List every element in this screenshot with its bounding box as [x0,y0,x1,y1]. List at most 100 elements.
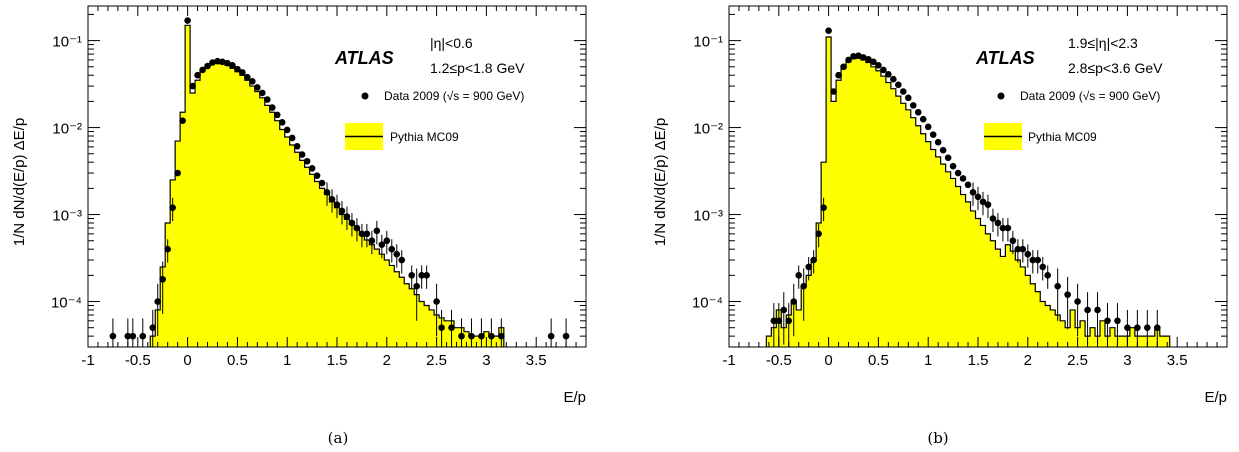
data-point [393,250,401,258]
mc-bin [885,82,892,348]
x-tick-label: -0.5 [125,352,151,369]
data-point [174,169,181,177]
data-point [1044,272,1052,279]
data-point [308,165,316,172]
plot-area: -1 -0.5 0 0.5 1 1.5 2 2.5 3 3.5 10⁻⁴ 10⁻³ 10⁻² 10⁻¹ [51,5,587,369]
data-point [169,204,176,211]
data-point [1094,306,1101,314]
data-point [278,119,286,126]
mc-bin [865,62,872,348]
mc-bin [920,133,927,347]
data-point [388,245,396,253]
data-point [343,213,351,220]
x-tick-label: -1 [81,352,94,369]
data-point [780,306,788,314]
data-point [1114,317,1121,325]
y-tick-label: 10⁻³ [693,208,723,225]
data-point [1153,324,1161,332]
mc-bin [831,101,837,347]
data-point [984,201,992,208]
data-point [1019,245,1027,253]
x-tick-label: -0.5 [766,352,792,369]
mc-bin [274,120,281,347]
data-point [189,82,196,90]
mc-bin [955,186,961,347]
mc-bin [1129,327,1136,347]
mc-bin [950,178,956,347]
mc-bin [239,75,246,347]
data-point [924,123,932,131]
data-point [273,111,281,119]
mc-bin [219,63,226,348]
mc-bin [851,58,857,347]
data-point [820,204,827,211]
mc-bin [1050,309,1056,347]
y-tick-label: 10⁻⁴ [51,295,82,312]
mc-bin [1035,291,1041,347]
y-tick-label: 10⁻² [52,121,82,138]
x-tick-label: 2 [383,352,391,369]
mc-bin [806,275,812,347]
data-point [423,272,430,279]
mc-bin [379,254,385,347]
mc-bin [960,194,966,347]
x-tick-label: 0.5 [227,352,248,369]
data-point [418,272,425,279]
data-point [1014,245,1022,253]
selection-eta: |η|<0.6 [430,35,473,51]
data-point [179,117,186,124]
mc-bin [284,136,290,347]
selection-eta: 1.9≤|η|<2.3 [1068,35,1138,51]
data-point [468,332,475,340]
data-point [1054,282,1061,290]
data-point [268,104,276,111]
mc-bin [990,240,996,347]
mc-bin [259,97,266,347]
mc-bin [1065,327,1071,347]
y-tick-label: 10⁻¹ [693,34,723,51]
data-point [239,69,246,76]
data-point [154,298,162,305]
mc-bin [424,305,430,347]
data-point [413,282,420,290]
mc-bin [175,141,181,347]
data-point [825,27,832,34]
y-axis-label: 1/N dN/d(E/p) ΔE/p [11,118,28,246]
data-point [1004,224,1012,232]
data-point [979,198,987,206]
mc-bin [324,194,330,347]
data-points-layer [109,17,570,347]
mc-bin [429,309,435,347]
data-point [949,162,957,170]
mc-bin [796,309,802,347]
mc-bin [165,222,171,347]
mc-bin [1139,336,1146,347]
data-point [323,189,331,196]
mc-bin [980,225,986,347]
mc-bin [419,301,425,347]
data-point [959,175,967,182]
mc-bin [404,283,410,347]
mc-bin [1080,320,1086,347]
mc-bin [214,63,221,347]
data-point [890,75,897,83]
data-point [448,324,455,332]
data-point [199,66,206,74]
x-tick-label: 3 [482,352,490,369]
data-point [254,84,261,91]
mc-bin [289,145,295,347]
data-point [860,54,867,61]
mc-bin [264,105,271,347]
data-point [1039,263,1047,271]
data-point [830,88,837,95]
mc-bin [1030,283,1036,347]
legend-data-label: Data 2009 (√s = 900 GeV) [384,89,524,103]
mc-bin [1055,314,1061,347]
data-point [408,272,416,279]
mc-bin [945,171,951,347]
x-tick-label: 3.5 [526,352,547,369]
data-point [865,55,872,63]
data-point [974,193,982,201]
data-point [805,263,812,271]
